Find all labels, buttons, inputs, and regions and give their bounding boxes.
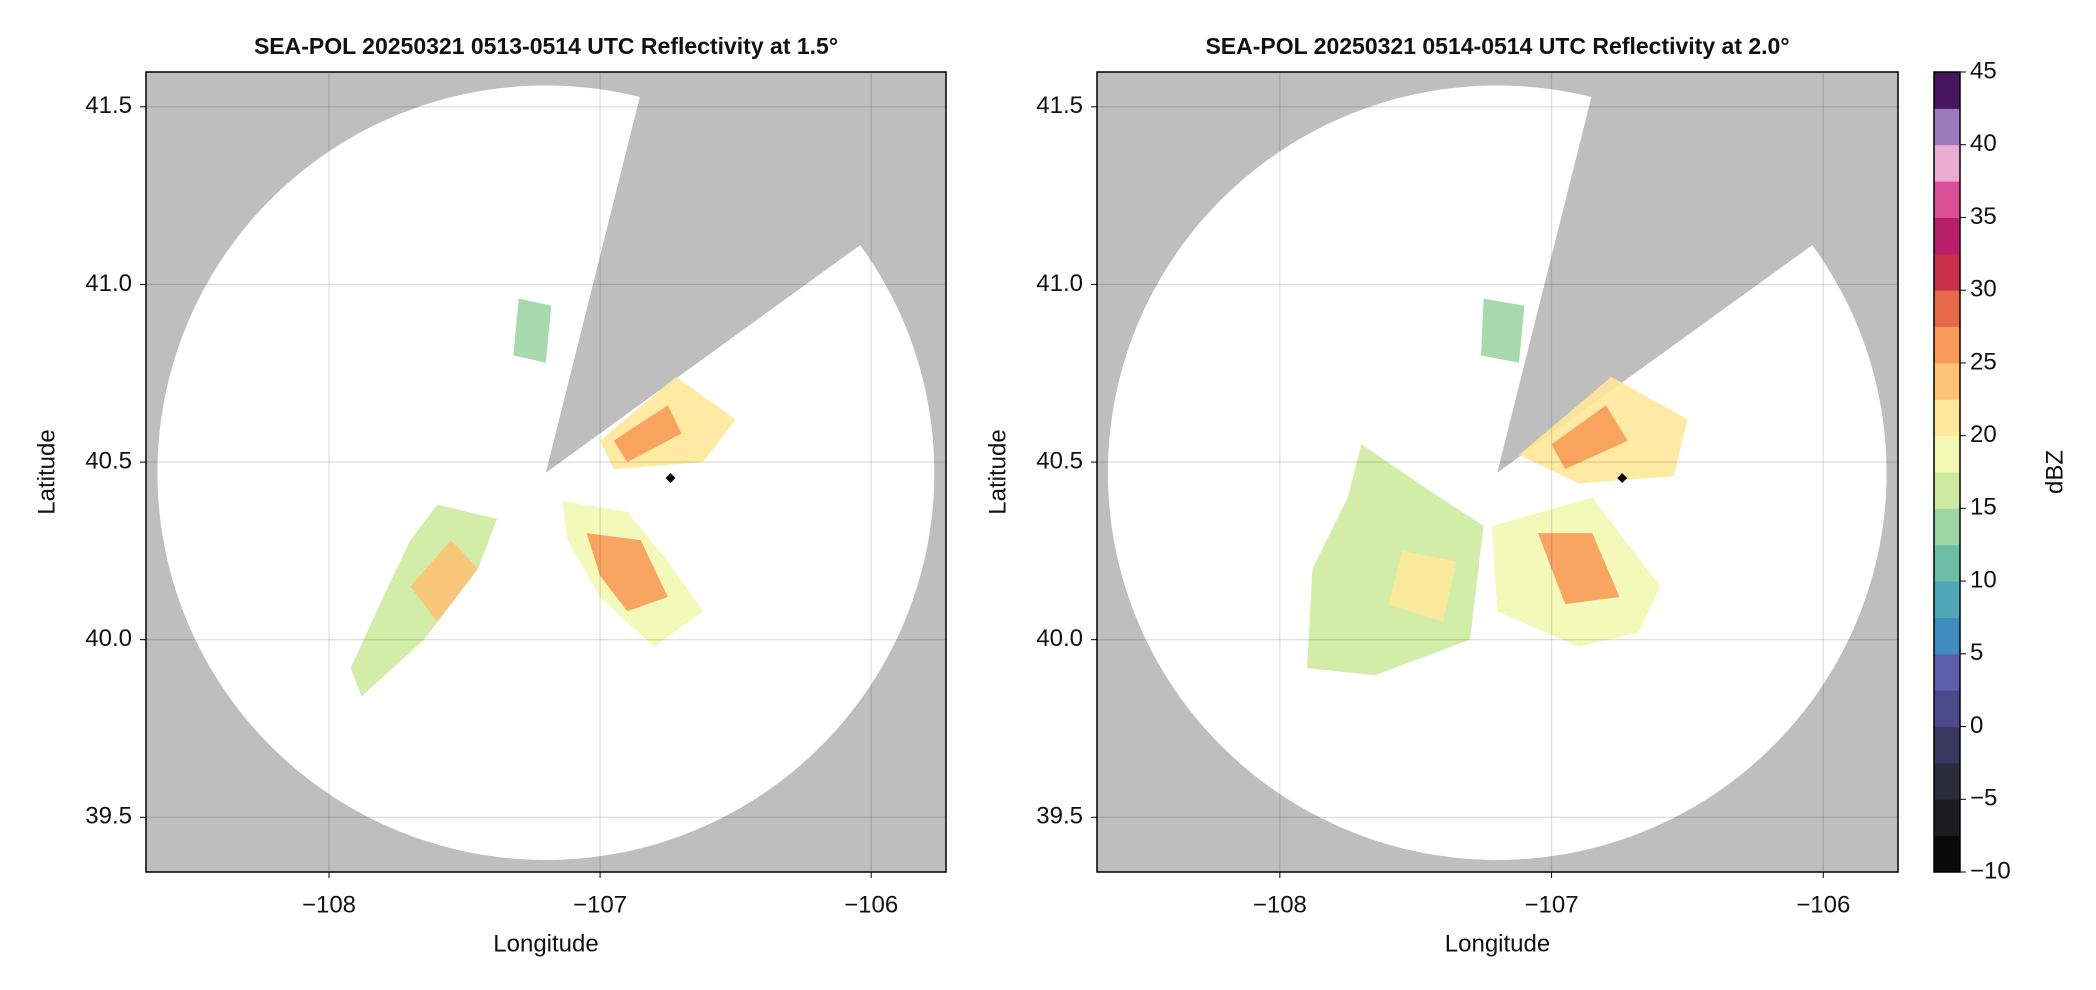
- echo: [1551, 405, 1628, 470]
- colorbar-bin: [1934, 399, 1960, 437]
- echo: [1537, 533, 1620, 605]
- colorbar-tick-label: 5: [1970, 639, 1983, 666]
- colorbar-bin: [1934, 108, 1960, 146]
- y-axis-label: Latitude: [984, 429, 1011, 514]
- colorbar-tick-label: 30: [1970, 276, 1997, 303]
- colorbar-tick-label: −5: [1970, 785, 1997, 812]
- axes-frame: [1096, 71, 1899, 873]
- chart-title: SEA-POL 20250321 0514-0514 UTC Reflectiv…: [1205, 33, 1789, 59]
- radar-coverage: [1107, 85, 1887, 860]
- colorbar-bin: [1934, 726, 1960, 764]
- y-tick-label: 41.5: [1036, 92, 1083, 119]
- colorbar-tick-label: 45: [1970, 57, 1997, 84]
- colorbar-bin: [1934, 362, 1960, 400]
- colorbar-bin: [1934, 72, 1960, 109]
- colorbar-bin: [1934, 690, 1960, 728]
- chart-title: SEA-POL 20250321 0513-0514 UTC Reflectiv…: [254, 33, 838, 59]
- colorbar-bin: [1934, 326, 1960, 364]
- plot-area: [1097, 72, 1898, 872]
- colorbar-bin: [1934, 508, 1960, 546]
- site-marker: [665, 473, 676, 483]
- x-tick-label: −108: [302, 891, 356, 918]
- x-tick-label: −106: [1796, 891, 1850, 918]
- colorbar-tick-label: 35: [1970, 203, 1997, 230]
- colorbar-bin: [1934, 253, 1960, 291]
- echo: [513, 298, 552, 363]
- y-tick-label: 39.5: [85, 803, 132, 830]
- colorbar-bin: [1934, 544, 1960, 582]
- y-tick-label: 41.5: [85, 92, 132, 119]
- x-axis-label: Longitude: [493, 930, 598, 957]
- colorbar-bin: [1934, 181, 1960, 218]
- colorbar-label: dBZ: [2041, 450, 2068, 494]
- echo: [1480, 298, 1525, 363]
- colorbar-tick-label: 10: [1970, 566, 1997, 593]
- colorbar-bin: [1934, 762, 1960, 800]
- colorbar-bin: [1934, 835, 1960, 873]
- x-tick-label: −108: [1253, 891, 1307, 918]
- y-axis-label: Latitude: [33, 429, 60, 514]
- colorbar-bin: [1934, 799, 1960, 837]
- colorbar-bin: [1934, 144, 1960, 182]
- y-tick-label: 40.5: [1036, 447, 1083, 474]
- axes-frame: [145, 71, 947, 873]
- colorbar-tick-label: 25: [1970, 348, 1997, 375]
- echo: [613, 405, 682, 463]
- x-axis-label: Longitude: [1445, 930, 1550, 957]
- colorbar-bin: [1934, 581, 1960, 618]
- x-tick-label: −107: [1525, 891, 1579, 918]
- y-tick-label: 39.5: [1036, 803, 1083, 830]
- colorbar-bin: [1934, 617, 1960, 655]
- y-tick-label: 40.0: [1036, 625, 1083, 652]
- echo: [1388, 550, 1457, 622]
- colorbar-bin: [1934, 653, 1960, 691]
- colorbar-tick-label: 15: [1970, 494, 1997, 521]
- y-tick-label: 40.5: [85, 447, 132, 474]
- colorbar-bin: [1934, 472, 1960, 509]
- echo: [586, 533, 668, 612]
- x-tick-label: −106: [844, 891, 898, 918]
- colorbar-frame: [1933, 71, 1961, 873]
- colorbar-tick-label: −10: [1970, 857, 2011, 884]
- x-tick-label: −107: [573, 891, 627, 918]
- colorbar-bin: [1934, 217, 1960, 255]
- y-tick-label: 40.0: [85, 625, 132, 652]
- site-marker: [1617, 473, 1628, 483]
- colorbar-tick-label: 40: [1970, 130, 1997, 157]
- colorbar-tick-label: 0: [1970, 712, 1983, 739]
- plot-area: [146, 72, 946, 872]
- y-tick-label: 41.0: [1036, 270, 1083, 297]
- colorbar-tick-label: 20: [1970, 421, 1997, 448]
- echo: [410, 540, 479, 622]
- y-tick-label: 41.0: [85, 270, 132, 297]
- colorbar-bin: [1934, 290, 1960, 328]
- colorbar-bin: [1934, 435, 1960, 473]
